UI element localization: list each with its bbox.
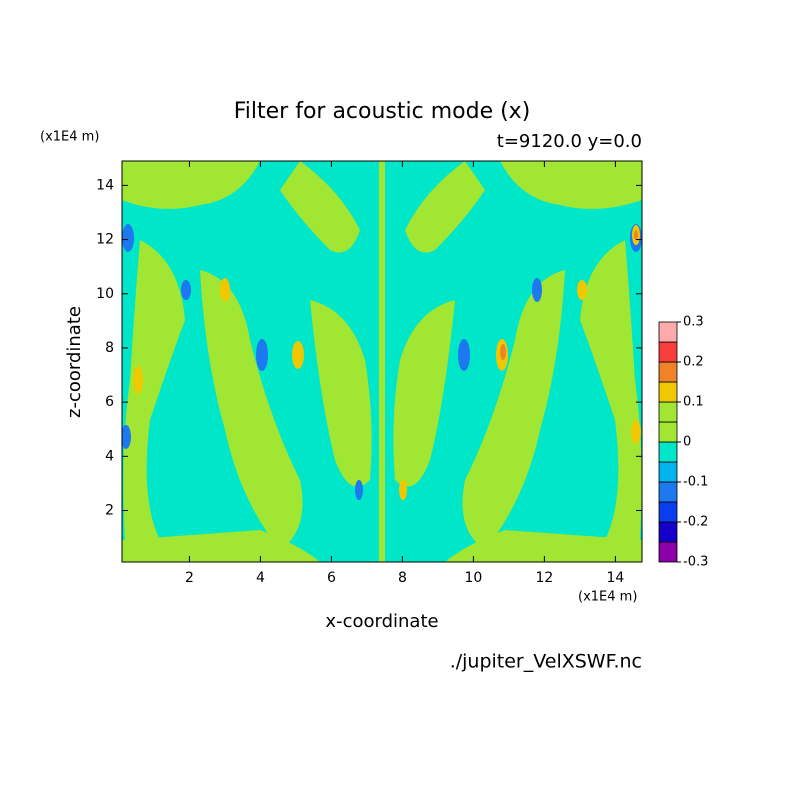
colorbar-bin xyxy=(658,541,678,563)
colorbar-label: 0.3 xyxy=(683,315,704,330)
y-tick-label: 6 xyxy=(105,394,114,410)
y-tick-label: 4 xyxy=(105,448,114,464)
x-tick-label: 12 xyxy=(535,570,553,586)
colorbar-bin xyxy=(658,321,678,343)
colorbar-label: 0.2 xyxy=(683,355,704,370)
colorbar-label: -0.3 xyxy=(683,555,708,570)
colorbar-bin xyxy=(658,461,678,483)
source-file: ./jupiter_VelXSWF.nc xyxy=(450,651,642,673)
chart-title: Filter for acoustic mode (x) xyxy=(234,99,531,124)
x-tick-label: 6 xyxy=(327,570,336,586)
x-tick-label: 10 xyxy=(464,570,482,586)
y-tick-label: 10 xyxy=(96,286,114,302)
contour-field xyxy=(122,161,642,562)
colorbar-label: -0.2 xyxy=(683,515,708,530)
x-tick-label: 8 xyxy=(398,570,407,586)
colorbar-label: 0.1 xyxy=(683,395,704,410)
colorbar-label: -0.1 xyxy=(683,475,708,490)
colorbar-label: 0 xyxy=(683,435,691,450)
x-tick-label: 4 xyxy=(256,570,265,586)
colorbar-bin xyxy=(658,441,678,463)
y-axis-label: z-coordinate xyxy=(64,306,85,418)
y-unit: (x1E4 m) xyxy=(40,130,99,145)
colorbar-bin xyxy=(658,481,678,503)
colorbar-bin xyxy=(658,381,678,403)
colorbar-bin xyxy=(658,361,678,383)
colorbar-bin xyxy=(658,341,678,363)
y-tick-label: 2 xyxy=(105,503,114,519)
y-tick-label: 14 xyxy=(96,177,114,193)
x-tick-label: 2 xyxy=(185,570,194,586)
colorbar-bin xyxy=(658,521,678,543)
colorbar-bin xyxy=(658,501,678,523)
colorbar-bin xyxy=(658,421,678,443)
plot-frame xyxy=(121,160,643,563)
x-tick-label: 14 xyxy=(606,570,624,586)
y-tick-label: 8 xyxy=(105,340,114,356)
colorbar-bin xyxy=(658,401,678,423)
x-axis-label: x-coordinate xyxy=(325,611,438,632)
chart-subtitle: t=9120.0 y=0.0 xyxy=(497,131,642,152)
y-tick-label: 12 xyxy=(96,232,114,248)
x-unit: (x1E4 m) xyxy=(578,590,637,605)
